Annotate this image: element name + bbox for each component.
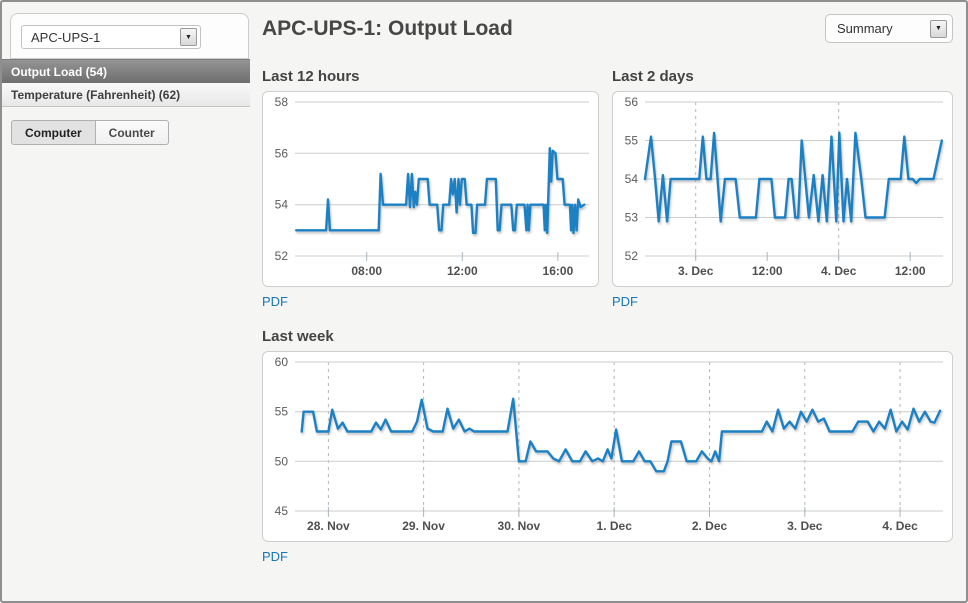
device-select-value: APC-UPS-1 bbox=[31, 29, 101, 45]
pdf-link[interactable]: PDF bbox=[612, 294, 638, 309]
y-tick-label: 56 bbox=[625, 95, 639, 109]
y-tick-label: 45 bbox=[275, 504, 289, 518]
chevron-down-icon[interactable]: ▼ bbox=[930, 19, 947, 38]
data-series-line bbox=[643, 131, 943, 223]
main-header: APC-UPS-1: Output Load Summary ▼ bbox=[262, 14, 953, 62]
tab-computer[interactable]: Computer bbox=[11, 120, 96, 145]
group-toggle: Computer Counter bbox=[11, 120, 250, 145]
device-select-card: APC-UPS-1 ▼ bbox=[10, 13, 249, 59]
y-tick-label: 60 bbox=[275, 355, 289, 369]
charts-row: Last 12 hours 52 54 56 58 08:00 12:00 16:00 PD… bbox=[262, 68, 953, 311]
x-tick-label: 3. Dec bbox=[678, 264, 714, 278]
channel-item-temperature[interactable]: Temperature (Fahrenheit) (62) bbox=[2, 83, 250, 107]
view-select-value: Summary bbox=[837, 21, 893, 36]
x-tick-label: 12:00 bbox=[752, 264, 783, 278]
chart-last-2-days: 52 53 54 55 56 3. Dec 12:00 4. Dec 12:00 bbox=[612, 91, 953, 287]
data-series-line bbox=[295, 147, 586, 235]
x-tick-label: 30. Nov bbox=[498, 519, 541, 533]
chart-section-last-12-hours: Last 12 hours 52 54 56 58 08:00 12:00 16:00 PD… bbox=[262, 68, 599, 311]
y-tick-label: 56 bbox=[275, 146, 289, 160]
view-select-card: Summary ▼ bbox=[825, 14, 953, 43]
y-tick-label: 54 bbox=[275, 198, 289, 212]
x-tick-label: 16:00 bbox=[543, 264, 574, 278]
chart-last-12-hours: 52 54 56 58 08:00 12:00 16:00 bbox=[262, 91, 599, 287]
channel-item-output-load[interactable]: Output Load (54) bbox=[2, 59, 250, 83]
x-tick-label: 2. Dec bbox=[692, 519, 728, 533]
pdf-link[interactable]: PDF bbox=[262, 294, 288, 309]
y-tick-label: 53 bbox=[625, 211, 639, 225]
chart-title: Last 2 days bbox=[612, 68, 694, 85]
x-tick-label: 4. Dec bbox=[821, 264, 857, 278]
x-tick-label: 29. Nov bbox=[402, 519, 445, 533]
device-select[interactable]: APC-UPS-1 ▼ bbox=[21, 25, 201, 49]
chart-section-last-week: Last week 45 50 55 60 28. Nov 29. Nov 30. Nov 1… bbox=[262, 328, 953, 566]
chart-title: Last week bbox=[262, 328, 334, 345]
x-tick-label: 1. Dec bbox=[597, 519, 633, 533]
x-tick-label: 12:00 bbox=[447, 264, 478, 278]
chart-section-last-2-days: Last 2 days 52 53 54 55 56 3. Dec 12:00 4. Dec 1… bbox=[612, 68, 953, 311]
y-tick-label: 55 bbox=[625, 134, 639, 148]
y-tick-label: 52 bbox=[625, 249, 639, 263]
main-content: APC-UPS-1: Output Load Summary ▼ Last 12… bbox=[250, 2, 966, 601]
data-series-line bbox=[300, 397, 942, 473]
chart-canvas: 52 54 56 58 08:00 12:00 16:00 bbox=[275, 95, 589, 278]
x-tick-label: 12:00 bbox=[895, 264, 926, 278]
chevron-down-icon[interactable]: ▼ bbox=[180, 28, 197, 46]
x-tick-label: 08:00 bbox=[351, 264, 382, 278]
view-select[interactable]: Summary ▼ bbox=[828, 17, 950, 40]
chart-canvas: 45 50 55 60 28. Nov 29. Nov 30. Nov 1. Dec 2. De… bbox=[275, 355, 943, 533]
sidebar: APC-UPS-1 ▼ Output Load (54) Temperature… bbox=[2, 2, 250, 601]
y-tick-label: 58 bbox=[275, 95, 289, 109]
pdf-link[interactable]: PDF bbox=[262, 549, 288, 564]
y-tick-label: 50 bbox=[275, 454, 289, 468]
chart-title: Last 12 hours bbox=[262, 68, 360, 85]
tab-counter[interactable]: Counter bbox=[94, 120, 169, 145]
chart-last-week: 45 50 55 60 28. Nov 29. Nov 30. Nov 1. Dec 2. De… bbox=[262, 351, 953, 542]
x-tick-label: 28. Nov bbox=[307, 519, 350, 533]
channel-list: Output Load (54) Temperature (Fahrenheit… bbox=[2, 59, 250, 107]
x-tick-label: 4. Dec bbox=[882, 519, 918, 533]
y-tick-label: 55 bbox=[275, 405, 289, 419]
page-title: APC-UPS-1: Output Load bbox=[262, 17, 513, 40]
x-tick-label: 3. Dec bbox=[787, 519, 823, 533]
chart-canvas: 52 53 54 55 56 3. Dec 12:00 4. Dec 12:00 bbox=[625, 95, 943, 278]
y-tick-label: 52 bbox=[275, 249, 289, 263]
y-tick-label: 54 bbox=[625, 172, 639, 186]
